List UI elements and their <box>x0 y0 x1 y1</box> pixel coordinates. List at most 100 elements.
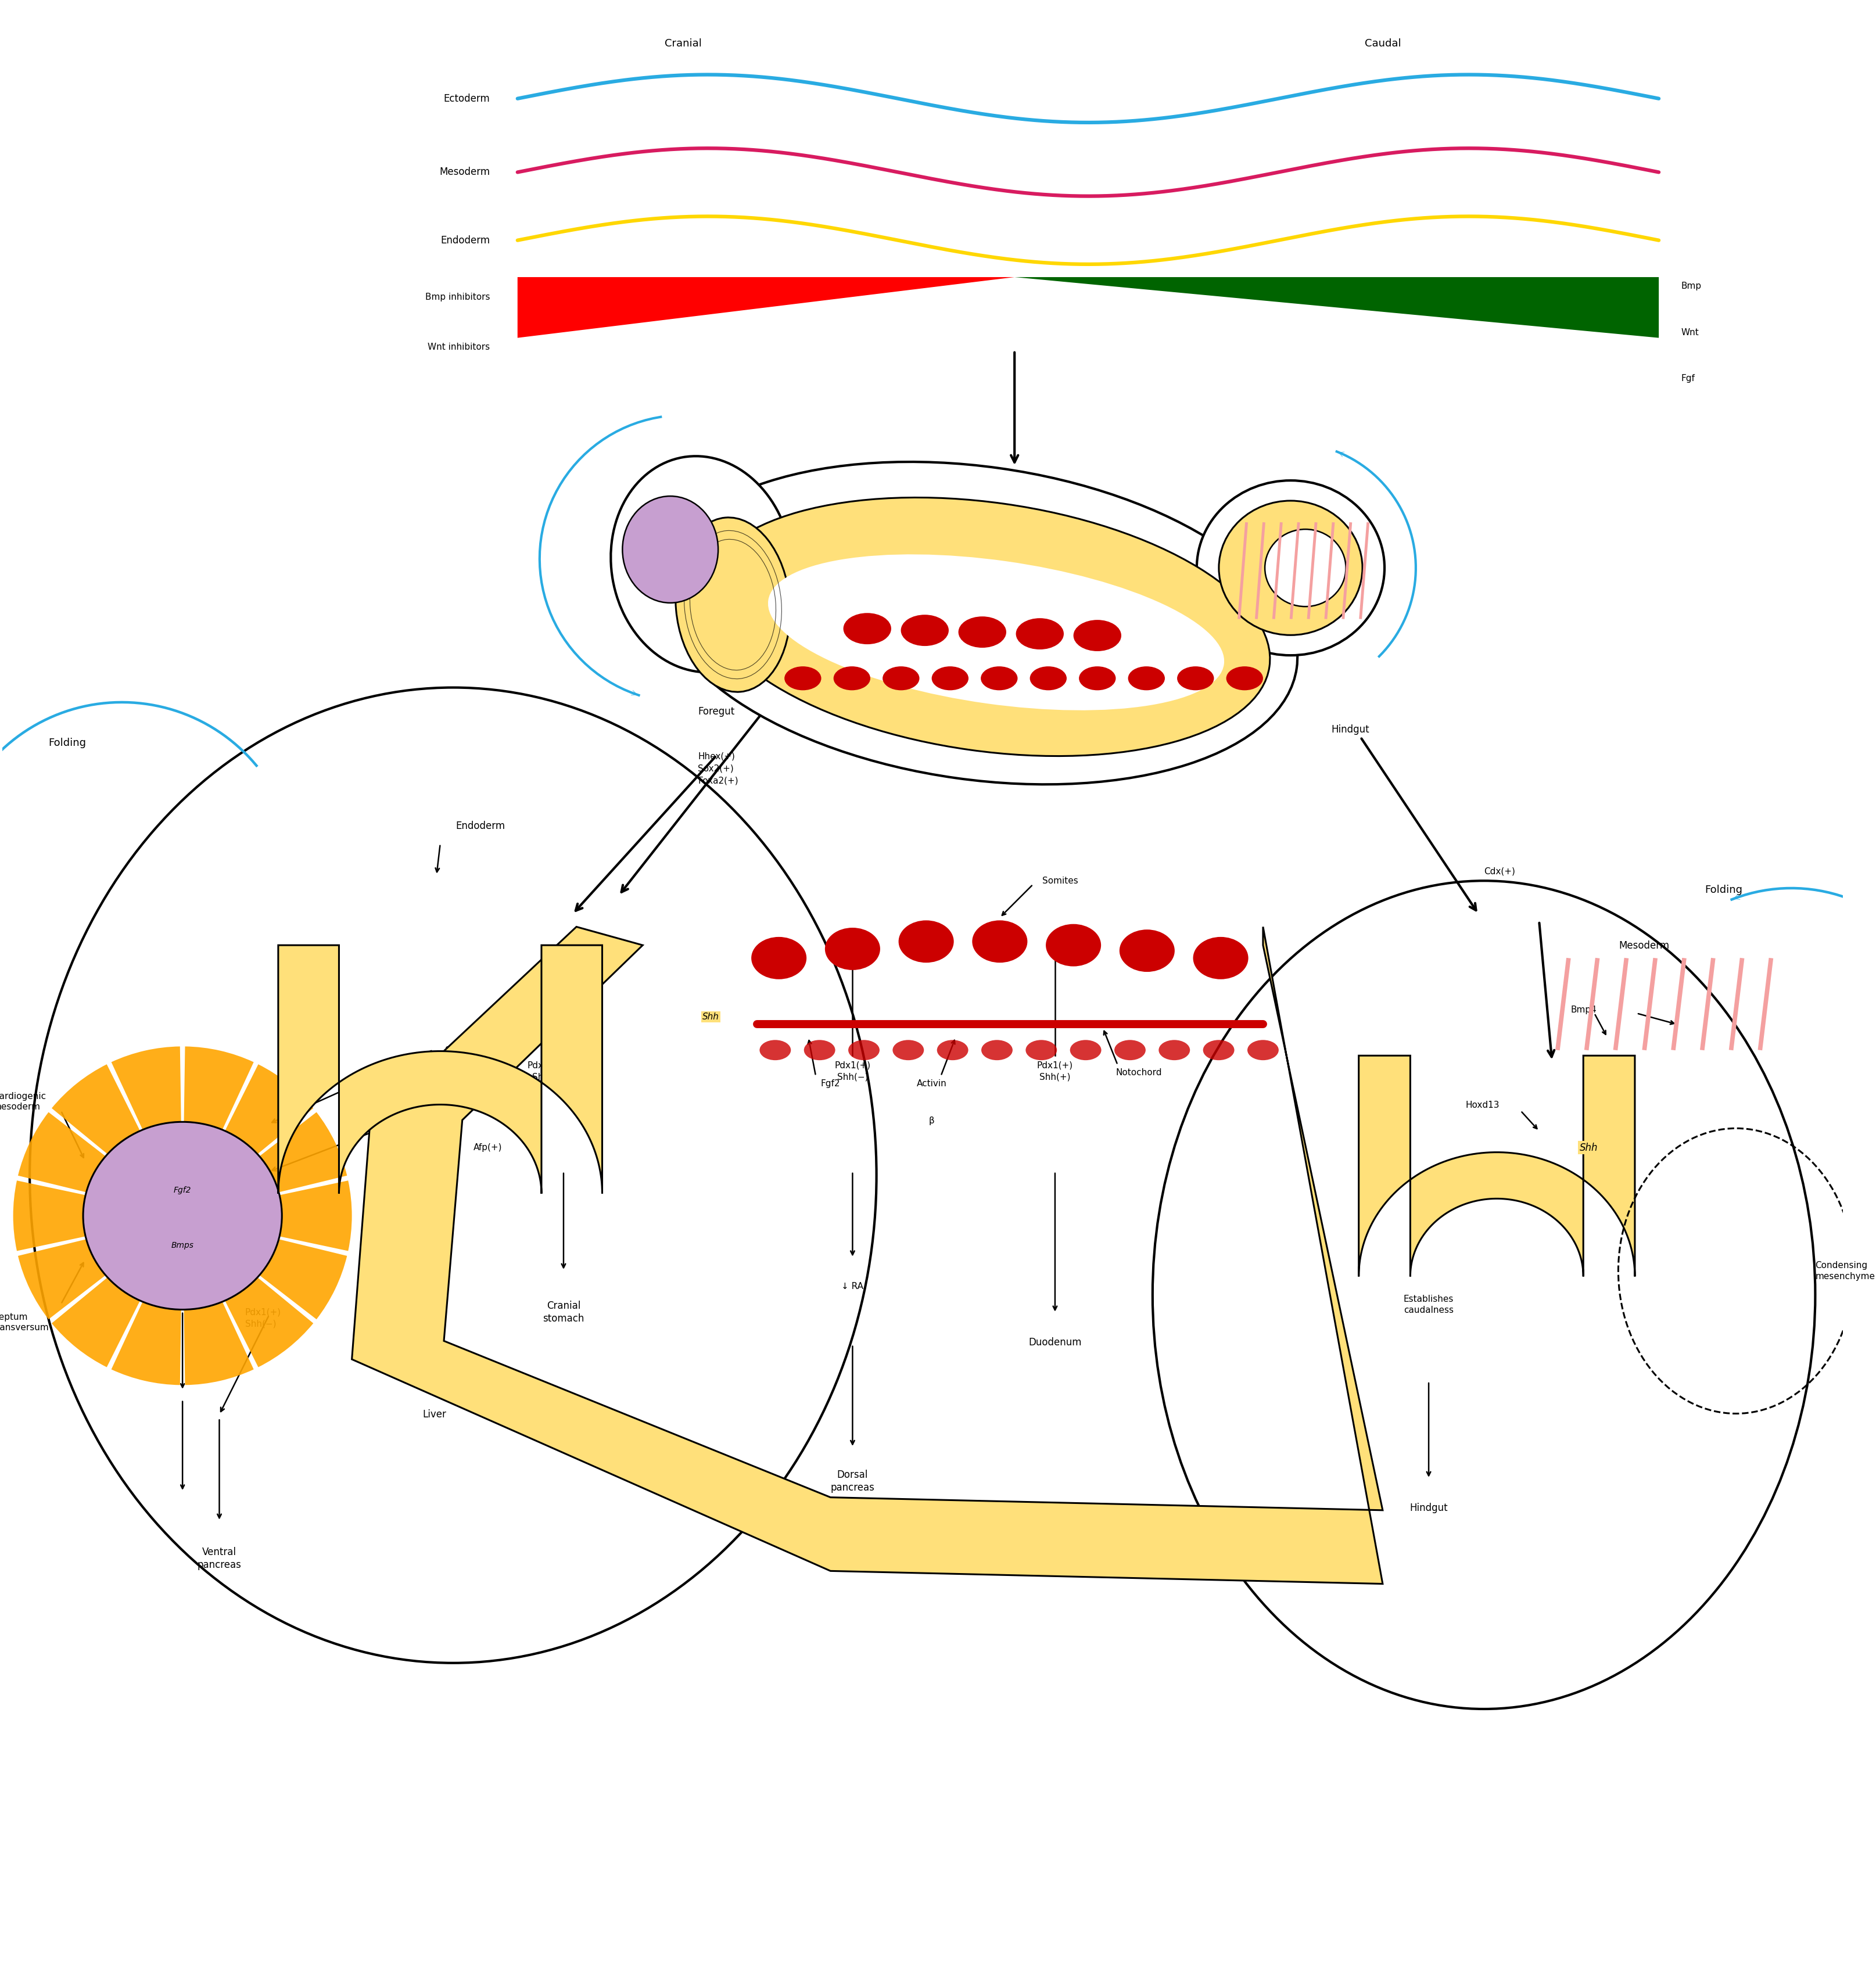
Wedge shape <box>182 1180 353 1251</box>
Text: Establishes
caudalness: Establishes caudalness <box>1403 1294 1454 1314</box>
Text: Ventral
pancreas: Ventral pancreas <box>197 1548 242 1571</box>
Ellipse shape <box>1073 621 1122 652</box>
Ellipse shape <box>900 615 949 646</box>
Ellipse shape <box>1203 1041 1234 1061</box>
Polygon shape <box>1358 1055 1634 1277</box>
Text: Liver: Liver <box>422 1410 446 1420</box>
Text: Alb(−): Alb(−) <box>398 1192 426 1202</box>
Text: Foregut: Foregut <box>698 707 735 717</box>
Text: Septum
transversum: Septum transversum <box>0 1312 49 1332</box>
Wedge shape <box>19 1112 182 1216</box>
Text: Bmp inhibitors: Bmp inhibitors <box>426 293 490 302</box>
Text: Fgf2: Fgf2 <box>820 1080 840 1088</box>
Wedge shape <box>182 1216 347 1320</box>
Text: Dorsal
pancreas: Dorsal pancreas <box>831 1469 874 1493</box>
Ellipse shape <box>1248 1041 1279 1061</box>
Text: Endoderm: Endoderm <box>456 821 505 831</box>
Text: Pdx1(+)
Shh(+): Pdx1(+) Shh(+) <box>1037 1061 1073 1082</box>
Text: Cardiogenic
mesoderm: Cardiogenic mesoderm <box>0 1092 45 1112</box>
Ellipse shape <box>767 554 1225 711</box>
Polygon shape <box>278 945 602 1194</box>
Text: Caudal: Caudal <box>1364 37 1401 49</box>
Ellipse shape <box>1026 1041 1056 1061</box>
Text: Folding: Folding <box>1705 884 1743 896</box>
Text: Somites: Somites <box>1043 876 1079 886</box>
Ellipse shape <box>1219 501 1362 634</box>
Ellipse shape <box>959 617 1006 648</box>
Ellipse shape <box>1193 937 1248 980</box>
Wedge shape <box>182 1112 347 1216</box>
Ellipse shape <box>1120 929 1174 972</box>
Ellipse shape <box>1045 923 1101 966</box>
Text: Cranial: Cranial <box>664 37 702 49</box>
Ellipse shape <box>981 666 1017 689</box>
Ellipse shape <box>83 1121 281 1310</box>
Text: —Alb(+): —Alb(+) <box>437 1102 475 1110</box>
Text: Hoxd13: Hoxd13 <box>1465 1102 1499 1110</box>
Text: Cdx(+): Cdx(+) <box>1484 868 1516 876</box>
Ellipse shape <box>833 666 870 689</box>
Ellipse shape <box>893 1041 923 1061</box>
Text: Bmp: Bmp <box>1681 283 1702 291</box>
Ellipse shape <box>784 666 822 689</box>
Text: Hindgut: Hindgut <box>1409 1502 1448 1514</box>
Ellipse shape <box>1017 619 1064 650</box>
Ellipse shape <box>932 666 968 689</box>
Text: Fgf2: Fgf2 <box>174 1186 191 1194</box>
Ellipse shape <box>882 666 919 689</box>
Text: Cranial
stomach: Cranial stomach <box>542 1300 583 1324</box>
Polygon shape <box>518 277 1015 338</box>
Ellipse shape <box>623 497 719 603</box>
Ellipse shape <box>1197 481 1384 656</box>
Wedge shape <box>182 1216 253 1385</box>
Polygon shape <box>353 927 1383 1583</box>
Text: Mesoderm: Mesoderm <box>1619 941 1670 951</box>
Ellipse shape <box>844 613 891 644</box>
Ellipse shape <box>981 1041 1013 1061</box>
Ellipse shape <box>704 497 1270 756</box>
Wedge shape <box>53 1216 182 1367</box>
Ellipse shape <box>1176 666 1214 689</box>
Text: Condensing
mesenchyme: Condensing mesenchyme <box>1816 1261 1876 1281</box>
Text: Bmp4: Bmp4 <box>1570 1006 1596 1013</box>
Text: β: β <box>929 1116 934 1125</box>
Text: Pdx1(+)
Shh(−): Pdx1(+) Shh(−) <box>246 1308 281 1328</box>
Text: —Shh(+): —Shh(+) <box>437 1045 477 1055</box>
Text: Wnt inhibitors: Wnt inhibitors <box>428 342 490 352</box>
Text: Activin: Activin <box>917 1080 947 1088</box>
Text: ↓ RA: ↓ RA <box>842 1282 863 1290</box>
Text: Bmps: Bmps <box>171 1241 193 1249</box>
Wedge shape <box>182 1047 253 1216</box>
Text: Wnt: Wnt <box>1681 328 1700 336</box>
Ellipse shape <box>825 927 880 970</box>
Ellipse shape <box>1079 666 1116 689</box>
Ellipse shape <box>972 921 1028 962</box>
Ellipse shape <box>1114 1041 1146 1061</box>
Text: Hhex(+)
Sox2(+)
Foxa2(+): Hhex(+) Sox2(+) Foxa2(+) <box>698 752 739 786</box>
Ellipse shape <box>760 1041 792 1061</box>
Wedge shape <box>111 1216 182 1385</box>
Text: Hindgut: Hindgut <box>1332 725 1369 735</box>
Text: Mesoderm: Mesoderm <box>439 167 490 177</box>
Wedge shape <box>111 1047 182 1216</box>
Text: Ectoderm: Ectoderm <box>443 94 490 104</box>
Polygon shape <box>1015 277 1658 338</box>
Ellipse shape <box>1030 666 1067 689</box>
Text: Endoderm: Endoderm <box>441 236 490 246</box>
Ellipse shape <box>675 517 790 691</box>
Ellipse shape <box>1127 666 1165 689</box>
Ellipse shape <box>848 1041 880 1061</box>
Wedge shape <box>19 1216 182 1320</box>
Text: Shh: Shh <box>702 1013 719 1021</box>
Text: Pdx1(−)
Shh(+): Pdx1(−) Shh(+) <box>527 1061 563 1082</box>
Text: Afp(+): Afp(+) <box>398 1241 426 1249</box>
Text: Notochord: Notochord <box>1116 1068 1161 1076</box>
Wedge shape <box>13 1180 182 1251</box>
Ellipse shape <box>936 1041 968 1061</box>
Wedge shape <box>182 1216 313 1367</box>
Ellipse shape <box>1264 528 1345 607</box>
Ellipse shape <box>1159 1041 1189 1061</box>
Ellipse shape <box>1227 666 1263 689</box>
Ellipse shape <box>658 462 1298 784</box>
Ellipse shape <box>805 1041 835 1061</box>
